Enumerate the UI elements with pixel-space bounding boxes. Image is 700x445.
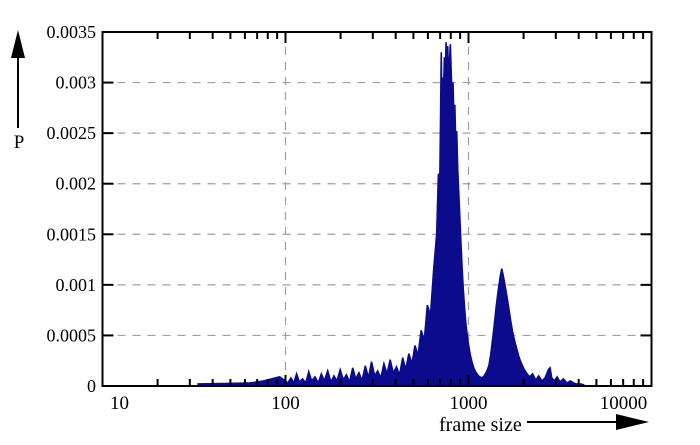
plot-border xyxy=(101,31,653,387)
y-tick-label: 0.001 xyxy=(56,275,97,295)
x-tick-label: 100 xyxy=(271,393,300,414)
x-axis-label: frame size xyxy=(439,414,522,436)
x-axis-arrow-icon xyxy=(527,414,649,430)
y-tick-label: 0.0015 xyxy=(47,224,97,244)
y-tick-label: 0 xyxy=(87,376,96,396)
plot-frame xyxy=(101,31,653,387)
y-tick-label: 0.003 xyxy=(56,73,97,93)
data-area xyxy=(197,42,585,387)
y-tick-labels: 0 0.0005 0.001 0.0015 0.002 0.0025 0.003 0.0035 xyxy=(47,22,97,396)
gridlines xyxy=(102,32,652,386)
y-tick-label: 0.002 xyxy=(56,174,97,194)
axis-ticks xyxy=(102,32,652,386)
y-axis-arrow-icon xyxy=(11,30,25,128)
distribution-area xyxy=(197,42,585,387)
x-tick-labels: 10 100 1000 10000 xyxy=(110,393,647,414)
y-tick-label: 0.0035 xyxy=(47,22,97,42)
x-tick-label: 1000 xyxy=(450,393,488,414)
y-axis-label: P xyxy=(14,132,25,153)
distribution-curve xyxy=(197,42,585,386)
y-tick-label: 0.0025 xyxy=(47,123,97,143)
x-tick-label: 10000 xyxy=(600,393,648,414)
y-tick-label: 0.0005 xyxy=(47,325,97,345)
x-tick-label: 10 xyxy=(110,393,129,414)
